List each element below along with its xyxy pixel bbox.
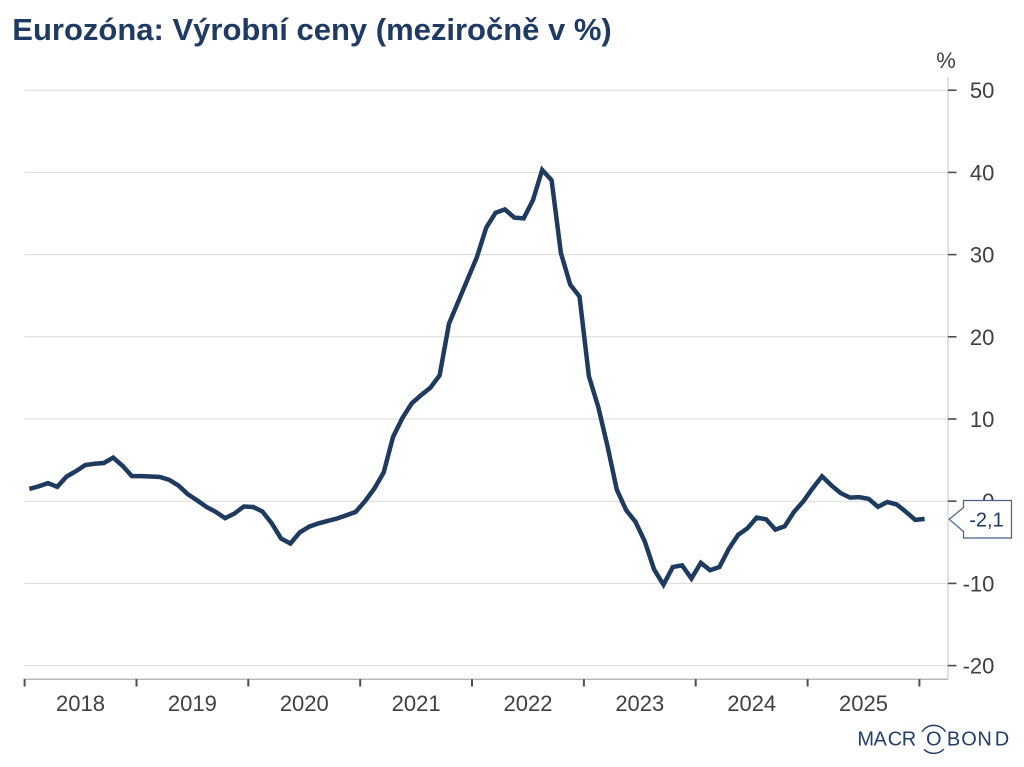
svg-text:2023: 2023 bbox=[615, 691, 664, 716]
svg-text:R: R bbox=[902, 729, 916, 751]
svg-text:2024: 2024 bbox=[727, 691, 776, 716]
svg-text:20: 20 bbox=[970, 325, 994, 350]
svg-text:D: D bbox=[995, 729, 1009, 751]
svg-text:%: % bbox=[936, 48, 956, 73]
svg-text:N: N bbox=[977, 729, 991, 751]
svg-text:C: C bbox=[888, 729, 902, 751]
svg-text:2021: 2021 bbox=[392, 691, 441, 716]
svg-text:A: A bbox=[874, 729, 888, 751]
svg-text:2020: 2020 bbox=[280, 691, 329, 716]
svg-text:-2,1: -2,1 bbox=[969, 510, 1003, 532]
svg-text:-10: -10 bbox=[963, 571, 995, 596]
svg-text:-20: -20 bbox=[963, 654, 995, 679]
svg-text:O: O bbox=[961, 729, 977, 751]
svg-text:40: 40 bbox=[970, 160, 994, 185]
svg-text:2019: 2019 bbox=[168, 691, 217, 716]
svg-text:50: 50 bbox=[970, 78, 994, 103]
svg-text:Eurozóna: Výrobní ceny (meziro: Eurozóna: Výrobní ceny (meziročně v %) bbox=[12, 12, 611, 47]
svg-text:2025: 2025 bbox=[839, 691, 888, 716]
svg-text:O: O bbox=[926, 729, 942, 751]
svg-text:2018: 2018 bbox=[56, 691, 105, 716]
svg-text:10: 10 bbox=[970, 407, 994, 432]
svg-text:2022: 2022 bbox=[504, 691, 553, 716]
svg-text:M: M bbox=[857, 729, 874, 751]
svg-text:B: B bbox=[947, 729, 960, 751]
svg-text:30: 30 bbox=[970, 243, 994, 268]
